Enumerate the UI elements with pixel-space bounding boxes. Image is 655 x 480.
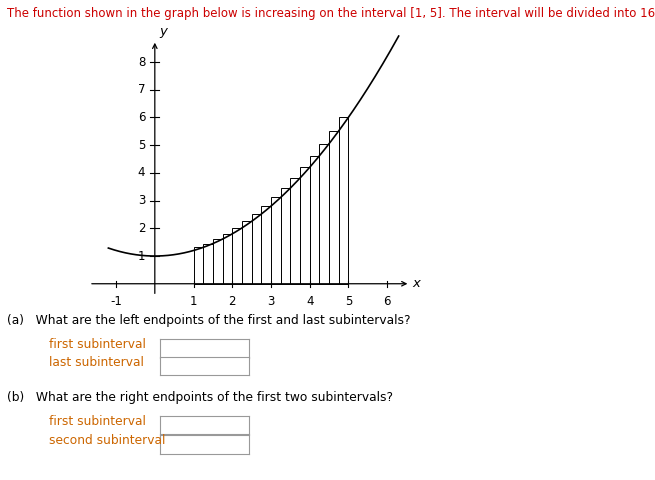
Text: 6: 6 [383,295,391,308]
Bar [290,178,300,284]
Text: x: x [412,277,420,290]
Bar [223,234,233,284]
Bar [339,118,348,284]
Text: The function shown in the graph below is increasing on the interval [1, 5]. The : The function shown in the graph below is… [7,7,655,20]
Text: 2: 2 [138,222,145,235]
Text: 1: 1 [138,250,145,263]
Bar [271,197,280,284]
Text: first subinterval: first subinterval [49,338,146,351]
Text: -1: -1 [110,295,122,308]
Text: 3: 3 [138,194,145,207]
Text: 1: 1 [190,295,197,308]
Bar [203,243,213,284]
Text: 2: 2 [229,295,236,308]
Text: 8: 8 [138,56,145,69]
Text: last subinterval: last subinterval [49,356,144,369]
Text: first subinterval: first subinterval [49,415,146,428]
Bar [242,221,252,284]
Bar [233,228,242,284]
Bar [280,188,290,284]
Bar [213,239,223,284]
Text: 5: 5 [345,295,352,308]
Bar [300,168,310,284]
Bar [320,144,329,284]
Text: y: y [159,25,167,38]
Bar [329,131,339,284]
Text: 6: 6 [138,111,145,124]
Bar [252,214,261,284]
Bar [261,206,271,284]
Bar [193,247,203,284]
Text: (a)   What are the left endpoints of the first and last subintervals?: (a) What are the left endpoints of the f… [7,314,410,327]
Text: 3: 3 [267,295,274,308]
Text: 4: 4 [306,295,313,308]
Text: 5: 5 [138,139,145,152]
Text: 4: 4 [138,167,145,180]
Text: second subinterval: second subinterval [49,434,166,447]
Text: (b)   What are the right endpoints of the first two subintervals?: (b) What are the right endpoints of the … [7,391,392,404]
Text: 7: 7 [138,83,145,96]
Bar [310,156,320,284]
